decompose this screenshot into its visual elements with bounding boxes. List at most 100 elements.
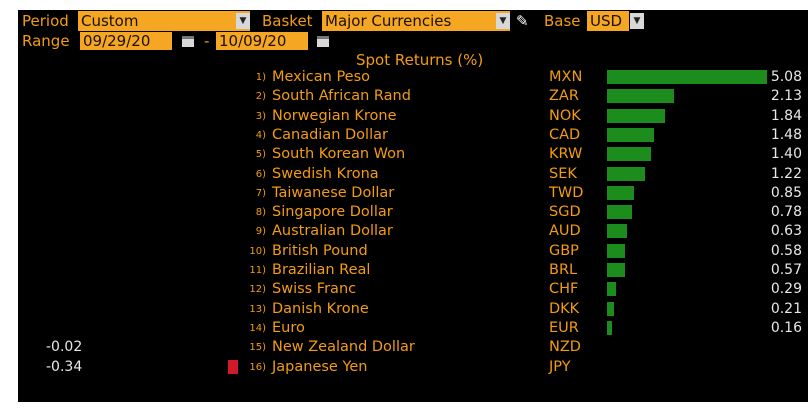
positive-bar	[607, 263, 625, 277]
range-label: Range	[22, 32, 70, 50]
data-label: -0.02	[46, 339, 83, 356]
period-select[interactable]: Custom	[78, 11, 250, 31]
currency-code: GBP	[549, 242, 579, 259]
period-dropdown-icon[interactable]: ▼	[236, 13, 250, 29]
currency-code: CHF	[549, 281, 579, 298]
pencil-icon[interactable]: ✎	[516, 12, 529, 30]
chart-title: Spot Returns (%)	[356, 51, 484, 69]
base-dropdown-icon[interactable]: ▼	[630, 13, 644, 29]
positive-bar	[607, 224, 627, 239]
data-label: 0.16	[770, 319, 802, 336]
period-label: Period	[22, 12, 69, 30]
currency-name: Norwegian Krone	[272, 107, 397, 124]
row-rank: 15)	[249, 342, 266, 354]
currency-code: KRW	[549, 146, 583, 163]
terminal-screen: Period Custom ▼ Basket Major Currencies …	[18, 10, 808, 402]
basket-select[interactable]: Major Currencies	[322, 11, 510, 31]
row-rank: 4)	[255, 129, 266, 141]
currency-code: NZD	[549, 339, 581, 356]
currency-name: Taiwanese Dollar	[272, 184, 395, 201]
currency-code: CAD	[549, 126, 581, 143]
currency-code: SGD	[549, 204, 581, 221]
data-label: 0.58	[770, 242, 802, 259]
positive-bar	[607, 320, 613, 335]
data-label: 5.08	[770, 69, 802, 85]
row-rank: 2)	[255, 91, 266, 103]
data-label: 2.13	[770, 88, 802, 105]
data-label: 0.85	[770, 184, 802, 201]
currency-name: Euro	[272, 319, 305, 336]
end-date-field[interactable]: 10/09/20	[216, 32, 308, 50]
currency-code: ZAR	[549, 88, 579, 105]
base-label: Base	[544, 12, 581, 30]
table-row[interactable]: 16) Japanese Yen JPY -0.34	[18, 358, 808, 377]
currency-name: Canadian Dollar	[272, 126, 388, 143]
table-row[interactable]: 3) Norwegian Krone NOK 1.84	[18, 107, 808, 126]
row-rank: 6)	[255, 168, 266, 180]
currency-name: Mexican Peso	[272, 69, 371, 85]
table-row[interactable]: 12) Swiss Franc CHF 0.29	[18, 280, 808, 299]
currency-code: DKK	[549, 300, 580, 317]
positive-bar	[607, 70, 767, 84]
table-row[interactable]: 7) Taiwanese Dollar TWD 0.85	[18, 184, 808, 203]
data-label: -0.34	[46, 358, 83, 375]
row-rank: 13)	[249, 303, 266, 315]
start-date-field[interactable]: 09/29/20	[80, 32, 172, 50]
table-row[interactable]: 10) British Pound GBP 0.58	[18, 242, 808, 261]
currency-name: South Korean Won	[272, 146, 406, 163]
currency-name: British Pound	[272, 242, 368, 259]
positive-bar	[607, 108, 665, 123]
positive-bar	[607, 282, 617, 297]
table-row[interactable]: 2) South African Rand ZAR 2.13	[18, 87, 808, 106]
row-rank: 1)	[255, 72, 266, 83]
table-row[interactable]: 6) Swedish Krona SEK 1.22	[18, 165, 808, 184]
currency-code: MXN	[549, 69, 583, 85]
table-row[interactable]: 4) Canadian Dollar CAD 1.48	[18, 126, 808, 145]
positive-bar	[607, 301, 614, 316]
currency-name: New Zealand Dollar	[272, 339, 415, 356]
table-row[interactable]: 15) New Zealand Dollar NZD -0.02	[18, 338, 808, 357]
positive-bar	[607, 166, 646, 181]
positive-bar	[607, 89, 675, 104]
currency-name: Brazilian Real	[272, 262, 371, 278]
row-rank: 3)	[255, 110, 266, 122]
currency-code: AUD	[549, 223, 581, 240]
positive-bar	[607, 205, 632, 220]
basket-dropdown-icon[interactable]: ▼	[496, 13, 510, 29]
data-label: 1.22	[770, 165, 802, 182]
range-separator: -	[204, 32, 210, 50]
currency-name: Singapore Dollar	[272, 204, 393, 221]
table-row[interactable]: 11) Brazilian Real BRL 0.57	[18, 261, 808, 280]
currency-name: Japanese Yen	[272, 358, 368, 375]
table-row[interactable]: 13) Danish Krone DKK 0.21	[18, 300, 808, 319]
currency-code: BRL	[549, 262, 578, 278]
currency-name: Swiss Franc	[272, 281, 357, 298]
table-row[interactable]: 1) Mexican Peso MXN 5.08	[18, 68, 808, 87]
row-rank: 12)	[249, 284, 266, 296]
row-rank: 14)	[249, 322, 266, 334]
table-row[interactable]: 9) Australian Dollar AUD 0.63	[18, 222, 808, 241]
table-row[interactable]: 14) Euro EUR 0.16	[18, 319, 808, 338]
table-row[interactable]: 5) South Korean Won KRW 1.40	[18, 145, 808, 164]
negative-bar	[227, 359, 238, 374]
table-row[interactable]: 8) Singapore Dollar SGD 0.78	[18, 203, 808, 222]
row-rank: 16)	[249, 361, 266, 373]
calendar-icon[interactable]	[317, 36, 329, 47]
currency-code: SEK	[549, 165, 577, 182]
positive-bar	[607, 185, 634, 200]
row-rank: 5)	[255, 149, 266, 161]
currency-code: TWD	[549, 184, 584, 201]
currency-name: Australian Dollar	[272, 223, 393, 240]
data-label: 0.57	[770, 262, 802, 278]
calendar-icon[interactable]	[182, 36, 194, 47]
base-select[interactable]: USD	[587, 11, 629, 31]
data-label: 1.84	[770, 107, 802, 124]
currency-name: South African Rand	[272, 88, 411, 105]
currency-code: EUR	[549, 319, 579, 336]
row-rank: 11)	[249, 265, 266, 276]
data-label: 0.21	[770, 300, 802, 317]
data-label: 1.48	[770, 126, 802, 143]
row-rank: 8)	[255, 207, 266, 219]
basket-label: Basket	[262, 12, 313, 30]
positive-bar	[607, 147, 652, 162]
